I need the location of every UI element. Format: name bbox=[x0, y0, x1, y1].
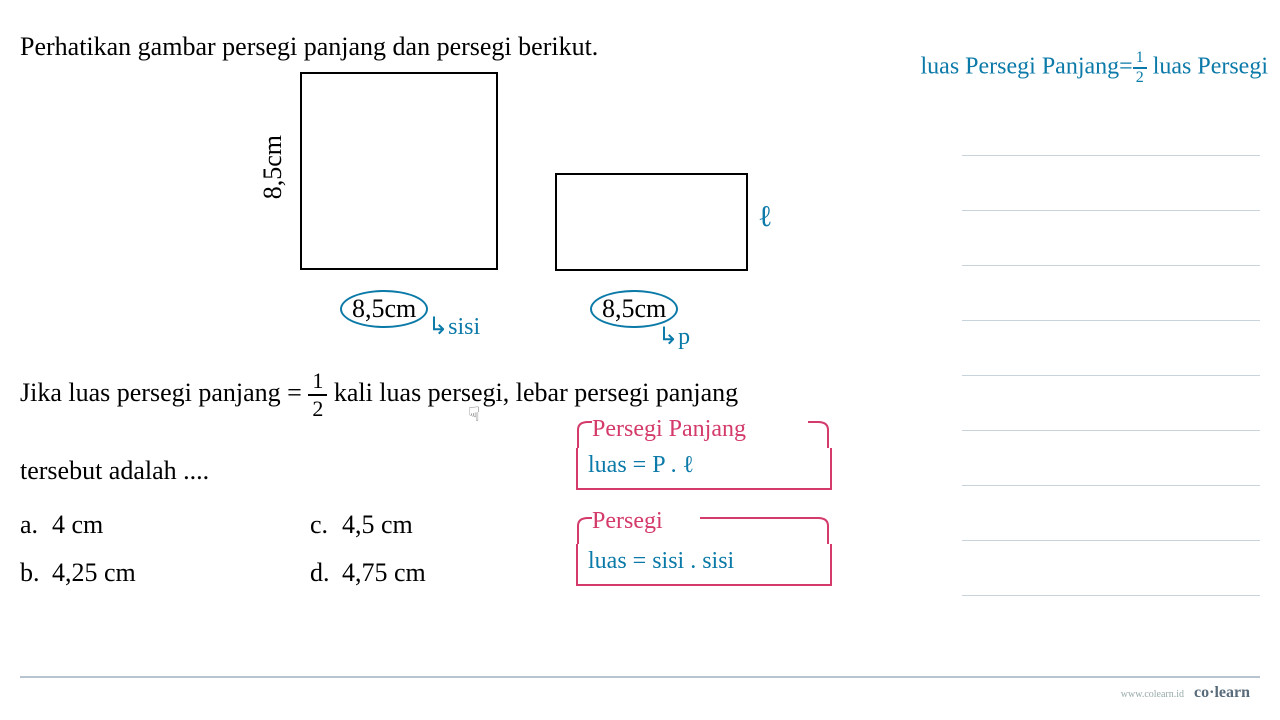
option-b[interactable]: b.4,25 cm bbox=[20, 558, 250, 588]
rectangle-ell-label: ℓ bbox=[758, 200, 772, 234]
ruled-line bbox=[962, 265, 1260, 266]
brand-learn: learn bbox=[1214, 684, 1250, 701]
cond-pre: Jika luas persegi panjang = bbox=[20, 378, 308, 407]
square-width-label-wrap: 8,5cm bbox=[340, 290, 428, 328]
fraction-half-icon: 12 bbox=[1133, 50, 1147, 86]
ruled-line bbox=[962, 595, 1260, 596]
brand-co: co· bbox=[1194, 684, 1214, 701]
top-eq-pre: luas Persegi Panjang= bbox=[921, 54, 1133, 80]
p-arrow-label: ↳p bbox=[658, 322, 690, 351]
square-shape bbox=[300, 72, 498, 270]
footer-logo: www.colearn.id co·learn bbox=[1121, 684, 1250, 702]
ruled-line bbox=[962, 540, 1260, 541]
bracket-icon bbox=[570, 414, 840, 452]
fraction-icon: 12 bbox=[308, 370, 327, 420]
option-c[interactable]: c.4,5 cm bbox=[310, 510, 426, 540]
top-eq-post: luas Persegi bbox=[1147, 54, 1268, 80]
cursor-icon: ☟ bbox=[468, 402, 480, 427]
sisi-arrow-label: ↳sisi bbox=[428, 312, 480, 341]
square-height-label: 8,5cm bbox=[258, 135, 288, 199]
cond-post: kali luas persegi, lebar persegi panjang bbox=[327, 378, 738, 407]
question-intro: Perhatikan gambar persegi panjang dan pe… bbox=[20, 32, 598, 62]
ruled-line bbox=[962, 430, 1260, 431]
formula-box-rectangle: luas = P . ℓ bbox=[576, 448, 832, 490]
circled-label-icon: 8,5cm bbox=[340, 290, 428, 328]
option-d[interactable]: d.4,75 cm bbox=[310, 558, 426, 588]
ruled-line bbox=[962, 485, 1260, 486]
footer-divider bbox=[20, 676, 1260, 678]
box1-formula: luas = P . ℓ bbox=[588, 452, 694, 478]
formula-box-square: luas = sisi . sisi bbox=[576, 544, 832, 586]
ruled-line bbox=[962, 155, 1260, 156]
footer-url: www.colearn.id bbox=[1121, 689, 1184, 700]
ruled-line bbox=[962, 320, 1260, 321]
question-tail: tersebut adalah .... bbox=[20, 456, 209, 486]
ruled-line bbox=[962, 375, 1260, 376]
ruled-line bbox=[962, 210, 1260, 211]
box2-formula: luas = sisi . sisi bbox=[588, 548, 734, 574]
rectangle-shape bbox=[555, 173, 748, 271]
bracket-icon bbox=[570, 508, 840, 548]
annotation-top-equation: luas Persegi Panjang=12 luas Persegi bbox=[921, 50, 1268, 86]
option-a[interactable]: a.4 cm bbox=[20, 510, 250, 540]
question-condition: Jika luas persegi panjang = 12 kali luas… bbox=[20, 370, 738, 420]
options-block: a.4 cm b.4,25 cm c.4,5 cm d.4,75 cm bbox=[20, 510, 426, 588]
